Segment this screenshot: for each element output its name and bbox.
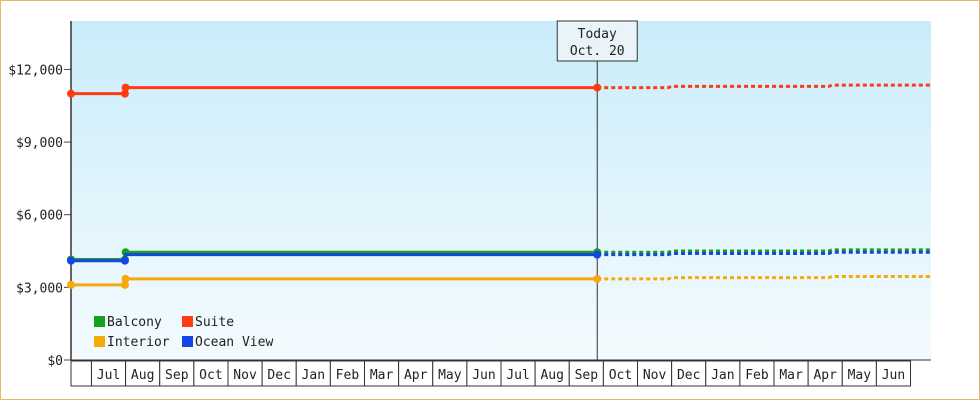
data-point-ocean-view[interactable]	[67, 256, 75, 265]
legend-label-balcony: Balcony	[107, 315, 162, 330]
month-cell	[261, 360, 297, 387]
month-cell	[500, 360, 536, 387]
legend-swatch-suite	[182, 316, 193, 327]
y-tick-label: $0	[47, 354, 63, 369]
month-cell	[227, 360, 263, 387]
month-label: May	[438, 368, 462, 383]
legend-label-suite: Suite	[195, 315, 234, 330]
legend-swatch-balcony	[94, 316, 105, 327]
forecast-line-interior	[597, 274, 931, 281]
month-label: Mar	[370, 368, 394, 383]
month-label: Sep	[575, 368, 599, 383]
month-label: Nov	[643, 368, 667, 383]
month-label: Apr	[404, 368, 428, 383]
month-label: Oct	[609, 368, 632, 383]
y-tick-label: $12,000	[8, 63, 63, 78]
month-label: Aug	[540, 368, 563, 383]
y-tick-label: $6,000	[16, 209, 63, 224]
month-label: Feb	[336, 368, 360, 383]
month-cell	[875, 360, 912, 387]
today-label-line2: Oct. 20	[570, 44, 625, 59]
month-cell	[193, 360, 229, 387]
month-cell	[363, 360, 400, 387]
month-label: Dec	[267, 368, 290, 383]
axes: $0 $3,000 $6,000 $9,000 $12,000 Jul Aug Sep Oct N…	[8, 21, 931, 387]
month-cell	[841, 360, 877, 387]
today-marker: Today Oct. 20	[556, 20, 638, 360]
data-point-interior[interactable]	[121, 274, 130, 283]
month-label: Jul	[97, 368, 120, 383]
today-label-line1: Today	[578, 27, 617, 42]
month-label: Apr	[813, 368, 837, 383]
month-cell	[568, 360, 604, 387]
month-label: Feb	[745, 368, 769, 383]
month-label: Oct	[199, 368, 222, 383]
y-tick-label: $9,000	[16, 136, 63, 151]
month-cell	[159, 360, 195, 387]
data-point-suite[interactable]	[67, 89, 75, 98]
plot-background	[71, 21, 931, 360]
month-label: Nov	[233, 368, 257, 383]
month-cell	[295, 360, 331, 387]
legend-swatch-interior	[94, 336, 105, 347]
month-label: Aug	[131, 368, 154, 383]
legend: Balcony Suite Interior Ocean View	[94, 315, 273, 350]
month-cell	[398, 360, 434, 387]
forecast-line-suite	[597, 83, 931, 90]
month-label: Sep	[165, 368, 189, 383]
month-label: May	[848, 368, 872, 383]
legend-label-interior: Interior	[107, 335, 170, 350]
data-point-interior[interactable]	[67, 280, 75, 289]
month-cell	[739, 360, 775, 387]
data-point-suite[interactable]	[120, 89, 129, 98]
data-point-interior[interactable]	[593, 274, 602, 283]
month-cell	[637, 360, 673, 387]
forecast-line-ocean-view	[597, 250, 931, 257]
month-label: Jan	[302, 368, 325, 383]
month-cell	[466, 360, 502, 387]
month-label: Jan	[711, 368, 734, 383]
y-tick-label: $3,000	[16, 281, 63, 296]
today-label-box	[556, 20, 638, 62]
month-label: Dec	[677, 368, 700, 383]
month-label: Jun	[472, 368, 495, 383]
forecast-line-balcony	[597, 248, 931, 254]
data-point-suite[interactable]	[121, 83, 130, 92]
data-point-interior[interactable]	[120, 280, 129, 289]
month-cell	[70, 360, 92, 387]
month-label: Mar	[779, 368, 803, 383]
legend-label-ocean-view: Ocean View	[195, 335, 273, 350]
data-point-ocean-view[interactable]	[120, 256, 129, 265]
data-point-suite[interactable]	[593, 83, 602, 92]
data-point-ocean-view[interactable]	[593, 250, 602, 259]
month-label: Jun	[882, 368, 905, 383]
legend-swatch-ocean-view	[182, 336, 193, 347]
month-cell	[602, 360, 639, 387]
series-layer	[67, 83, 931, 289]
month-label: Jul	[506, 368, 529, 383]
